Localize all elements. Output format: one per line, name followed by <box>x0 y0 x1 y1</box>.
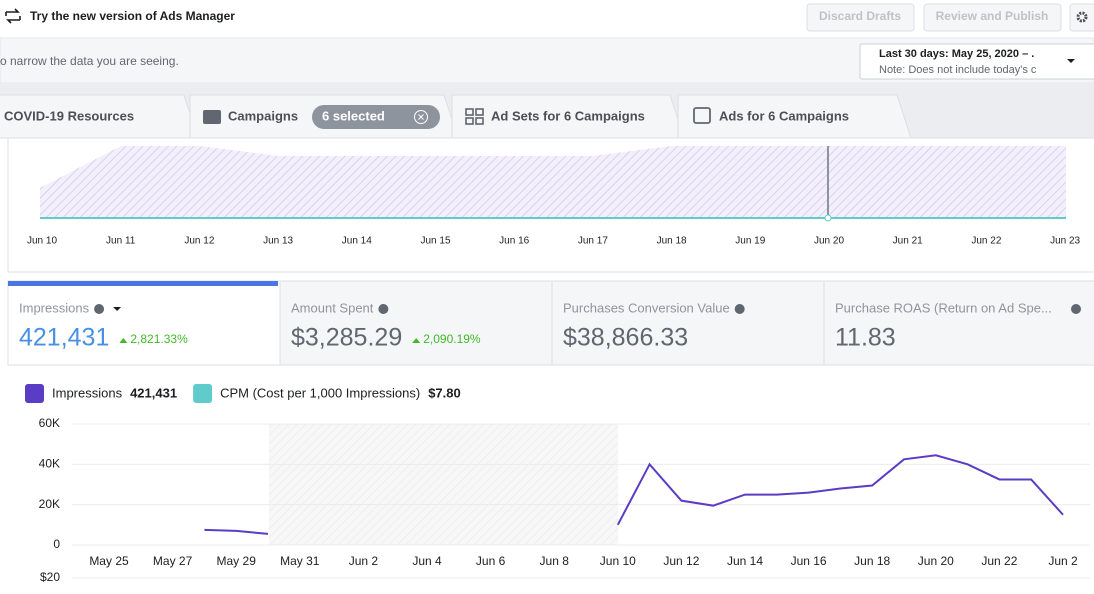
clear-icon[interactable] <box>414 110 428 124</box>
ads-icon <box>693 107 711 124</box>
x-tick-label: Jun 10 <box>600 554 636 568</box>
x-tick-label: Jun 8 <box>540 554 570 568</box>
legend-swatch <box>193 384 213 403</box>
overview-date: Jun 18 <box>657 236 687 247</box>
legend-name: CPM (Cost per 1,000 Impressions) <box>220 385 420 400</box>
legend-swatch <box>25 384 44 403</box>
tab-label[interactable]: Ad Sets for 6 Campaigns <box>491 108 645 123</box>
x-tick-label: Jun 22 <box>981 554 1017 568</box>
x-tick-label: Jun 2 <box>349 554 379 568</box>
tab-label[interactable]: Ads for 6 Campaigns <box>719 108 849 123</box>
overview-date: Jun 16 <box>499 236 529 247</box>
gear-icon <box>1076 11 1088 23</box>
publish-label[interactable]: Review and Publish <box>936 9 1049 23</box>
overview-date: Jun 13 <box>263 236 293 247</box>
metric-label: Purchases Conversion Value <box>563 300 730 315</box>
x-tick-label: Jun 6 <box>476 554 506 568</box>
overview-dates: Jun 10 Jun 11 Jun 12 Jun 13 Jun 14 Jun 15 Jun … <box>27 236 1081 247</box>
banner[interactable]: Try the new version of Ads Manager <box>30 9 235 23</box>
no-data-region <box>269 424 618 545</box>
info-icon <box>94 304 105 314</box>
overview-date: Jun 19 <box>735 236 765 247</box>
overview-date: Jun 22 <box>971 236 1001 247</box>
x-tick-label: Jun 2 <box>1048 554 1078 568</box>
overview-date: Jun 17 <box>578 236 608 247</box>
overview-date: Jun 10 <box>27 236 57 247</box>
metric-card <box>551 280 825 366</box>
legend-total: $7.80 <box>428 385 461 400</box>
date-range[interactable]: Last 30 days: May 25, 2020 – . <box>879 48 1034 60</box>
info-icon <box>734 304 745 314</box>
x-tick-label: Jun 16 <box>791 554 827 568</box>
x-tick-label: Jun 12 <box>663 554 699 568</box>
overview-date: Jun 23 <box>1050 236 1080 247</box>
x-tick-label: May 31 <box>280 554 320 568</box>
settings-button[interactable] <box>1069 3 1094 32</box>
active-indicator <box>8 281 278 286</box>
metric-change: 2,090.19% <box>423 332 481 346</box>
change-arrow <box>119 338 128 343</box>
x-tick-label: Jun 18 <box>854 554 890 568</box>
info-icon <box>378 304 389 314</box>
legend-name: Impressions <box>52 385 123 400</box>
metric-card <box>823 280 1094 366</box>
metric-label: Impressions <box>19 300 90 315</box>
x-tick-label: Jun 4 <box>412 554 442 568</box>
metric-value: 421,431 <box>19 324 109 352</box>
x-tick-label: Jun 20 <box>918 554 954 568</box>
y-tick-label: 0 <box>53 537 60 551</box>
folder-icon <box>203 110 221 124</box>
metric-value: $3,285.29 <box>291 324 402 352</box>
date-picker[interactable] <box>859 43 1094 80</box>
line <box>616 454 1064 526</box>
y-tick-label: 40K <box>39 457 60 471</box>
info-icon <box>1071 304 1081 314</box>
metric-label: Amount Spent <box>291 300 374 315</box>
x-tick-label: May 27 <box>153 554 193 568</box>
tab-label[interactable]: Campaigns <box>228 108 298 123</box>
filter-hint: o narrow the data you are seeing. <box>0 54 179 68</box>
overview-date: Jun 11 <box>106 236 136 247</box>
y-tick-label: 60K <box>39 416 60 430</box>
metric-label: Purchase ROAS (Return on Ad Spe... <box>835 300 1052 315</box>
y-tick-label: 20K <box>39 497 60 511</box>
overview-date: Jun 21 <box>893 236 923 247</box>
x-tick-label: May 29 <box>217 554 257 568</box>
dropdown-caret <box>1067 59 1075 63</box>
metrics: Impressions 421,431 2,821.33% Amount Spent $… <box>7 280 1094 366</box>
metric-value: $38,866.33 <box>563 324 688 352</box>
metric-card <box>7 280 281 366</box>
discard-button[interactable] <box>806 3 915 32</box>
date-note: Note: Does not include today's c <box>879 64 1037 76</box>
overview-date: Jun 12 <box>184 236 214 247</box>
tab-label[interactable]: COVID-19 Resources <box>4 108 134 123</box>
metric-change: 2,821.33% <box>130 332 188 346</box>
metric-value: 11.83 <box>835 324 896 352</box>
selection-badge[interactable]: 6 selected <box>322 108 385 123</box>
legend-total: 421,431 <box>130 385 177 400</box>
line <box>204 528 269 535</box>
overview-area <box>40 146 1066 218</box>
clear-x <box>418 114 424 120</box>
overview-date: Jun 20 <box>814 236 844 247</box>
x-tick-label: May 25 <box>89 554 129 568</box>
overview-date: Jun 15 <box>420 236 450 247</box>
overview-cursor-dot <box>824 214 832 222</box>
selection-pill[interactable] <box>312 105 440 129</box>
publish-button[interactable] <box>923 3 1062 32</box>
overview-date: Jun 14 <box>342 236 372 247</box>
switch-icon <box>5 8 21 24</box>
metric-caret <box>113 307 122 311</box>
legend: Impressions 421,431 CPM (Cost per 1,000 Im… <box>25 384 461 403</box>
x-tick-label: Jun 14 <box>727 554 763 568</box>
adsets-icon <box>465 108 484 125</box>
metric-card <box>279 280 553 366</box>
change-arrow <box>412 338 421 343</box>
next-chart-tick: $20 <box>40 570 60 584</box>
discard-label[interactable]: Discard Drafts <box>819 9 901 23</box>
